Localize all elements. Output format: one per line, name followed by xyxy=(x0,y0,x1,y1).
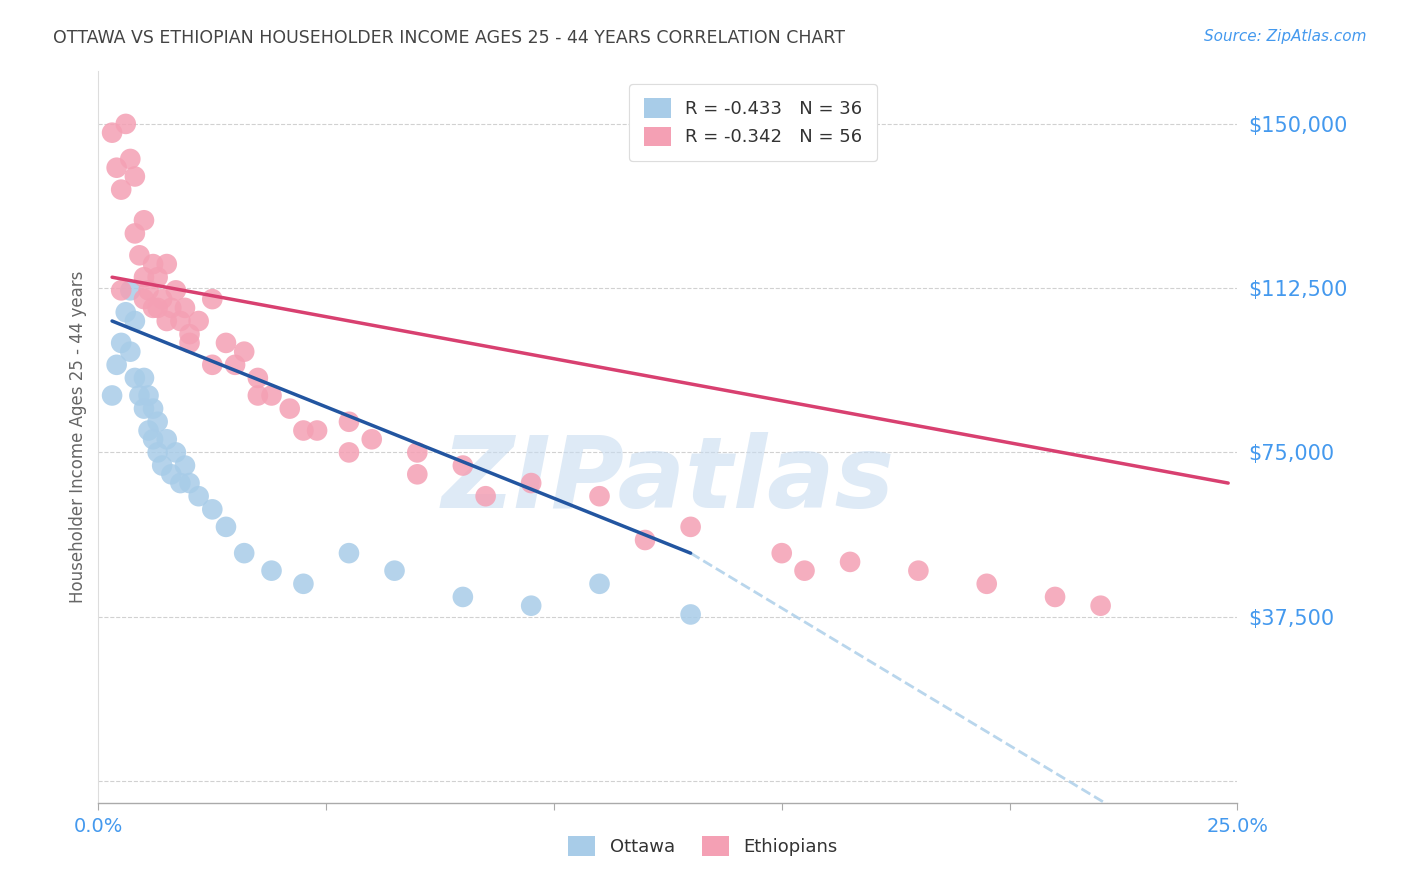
Point xyxy=(146,301,169,315)
Point xyxy=(246,388,269,402)
Point xyxy=(179,335,201,350)
Point xyxy=(337,546,360,560)
Point xyxy=(201,292,224,306)
Point xyxy=(128,388,150,402)
Point xyxy=(142,301,165,315)
Text: OTTAWA VS ETHIOPIAN HOUSEHOLDER INCOME AGES 25 - 44 YEARS CORRELATION CHART: OTTAWA VS ETHIOPIAN HOUSEHOLDER INCOME A… xyxy=(53,29,845,47)
Point xyxy=(588,489,610,503)
Point xyxy=(150,292,173,306)
Point xyxy=(142,257,165,271)
Point xyxy=(142,401,165,416)
Point xyxy=(292,576,315,591)
Point xyxy=(187,489,209,503)
Point xyxy=(124,227,146,241)
Point xyxy=(132,401,155,416)
Point xyxy=(114,117,136,131)
Point xyxy=(793,564,815,578)
Point xyxy=(201,358,224,372)
Text: Source: ZipAtlas.com: Source: ZipAtlas.com xyxy=(1204,29,1367,45)
Point xyxy=(451,458,474,473)
Point xyxy=(201,502,224,516)
Point xyxy=(124,314,146,328)
Point xyxy=(146,270,169,285)
Point xyxy=(337,445,360,459)
Point xyxy=(114,305,136,319)
Point xyxy=(146,445,169,459)
Point xyxy=(907,564,929,578)
Point xyxy=(101,388,124,402)
Point xyxy=(138,388,160,402)
Point xyxy=(165,445,187,459)
Point xyxy=(451,590,474,604)
Point xyxy=(307,424,329,438)
Point xyxy=(406,467,429,482)
Point xyxy=(174,458,197,473)
Point xyxy=(128,248,150,262)
Point xyxy=(233,344,256,359)
Point xyxy=(132,292,155,306)
Point xyxy=(260,388,283,402)
Point xyxy=(160,301,183,315)
Point xyxy=(150,458,173,473)
Point xyxy=(634,533,657,547)
Point xyxy=(156,314,179,328)
Text: ZIPatlas: ZIPatlas xyxy=(441,433,894,530)
Point xyxy=(120,152,142,166)
Point xyxy=(770,546,793,560)
Point xyxy=(105,358,128,372)
Point xyxy=(292,424,315,438)
Point xyxy=(187,314,209,328)
Point xyxy=(120,284,142,298)
Point xyxy=(120,344,142,359)
Point xyxy=(1043,590,1066,604)
Point xyxy=(110,335,132,350)
Point xyxy=(124,371,146,385)
Point xyxy=(588,576,610,591)
Point xyxy=(132,371,155,385)
Point xyxy=(839,555,862,569)
Point xyxy=(1090,599,1112,613)
Point xyxy=(278,401,301,416)
Point xyxy=(132,270,155,285)
Point xyxy=(146,415,169,429)
Point xyxy=(384,564,406,578)
Point xyxy=(246,371,269,385)
Point xyxy=(337,415,360,429)
Point xyxy=(138,424,160,438)
Point xyxy=(215,520,238,534)
Y-axis label: Householder Income Ages 25 - 44 years: Householder Income Ages 25 - 44 years xyxy=(69,271,87,603)
Point xyxy=(179,327,201,342)
Point xyxy=(169,314,191,328)
Point xyxy=(101,126,124,140)
Point xyxy=(679,607,702,622)
Point xyxy=(138,284,160,298)
Point xyxy=(110,284,132,298)
Point xyxy=(169,476,191,491)
Point xyxy=(520,476,543,491)
Point xyxy=(156,432,179,446)
Point xyxy=(233,546,256,560)
Point xyxy=(156,257,179,271)
Point xyxy=(360,432,382,446)
Point xyxy=(215,335,238,350)
Point xyxy=(174,301,197,315)
Point xyxy=(260,564,283,578)
Point xyxy=(520,599,543,613)
Legend: Ottawa, Ethiopians: Ottawa, Ethiopians xyxy=(560,827,846,865)
Legend: R = -0.433   N = 36, R = -0.342   N = 56: R = -0.433 N = 36, R = -0.342 N = 56 xyxy=(630,84,877,161)
Point xyxy=(976,576,998,591)
Point xyxy=(132,213,155,227)
Point xyxy=(406,445,429,459)
Point xyxy=(224,358,246,372)
Point xyxy=(110,183,132,197)
Point xyxy=(124,169,146,184)
Point xyxy=(105,161,128,175)
Point xyxy=(474,489,496,503)
Point xyxy=(679,520,702,534)
Point xyxy=(160,467,183,482)
Point xyxy=(165,284,187,298)
Point xyxy=(179,476,201,491)
Point xyxy=(142,432,165,446)
